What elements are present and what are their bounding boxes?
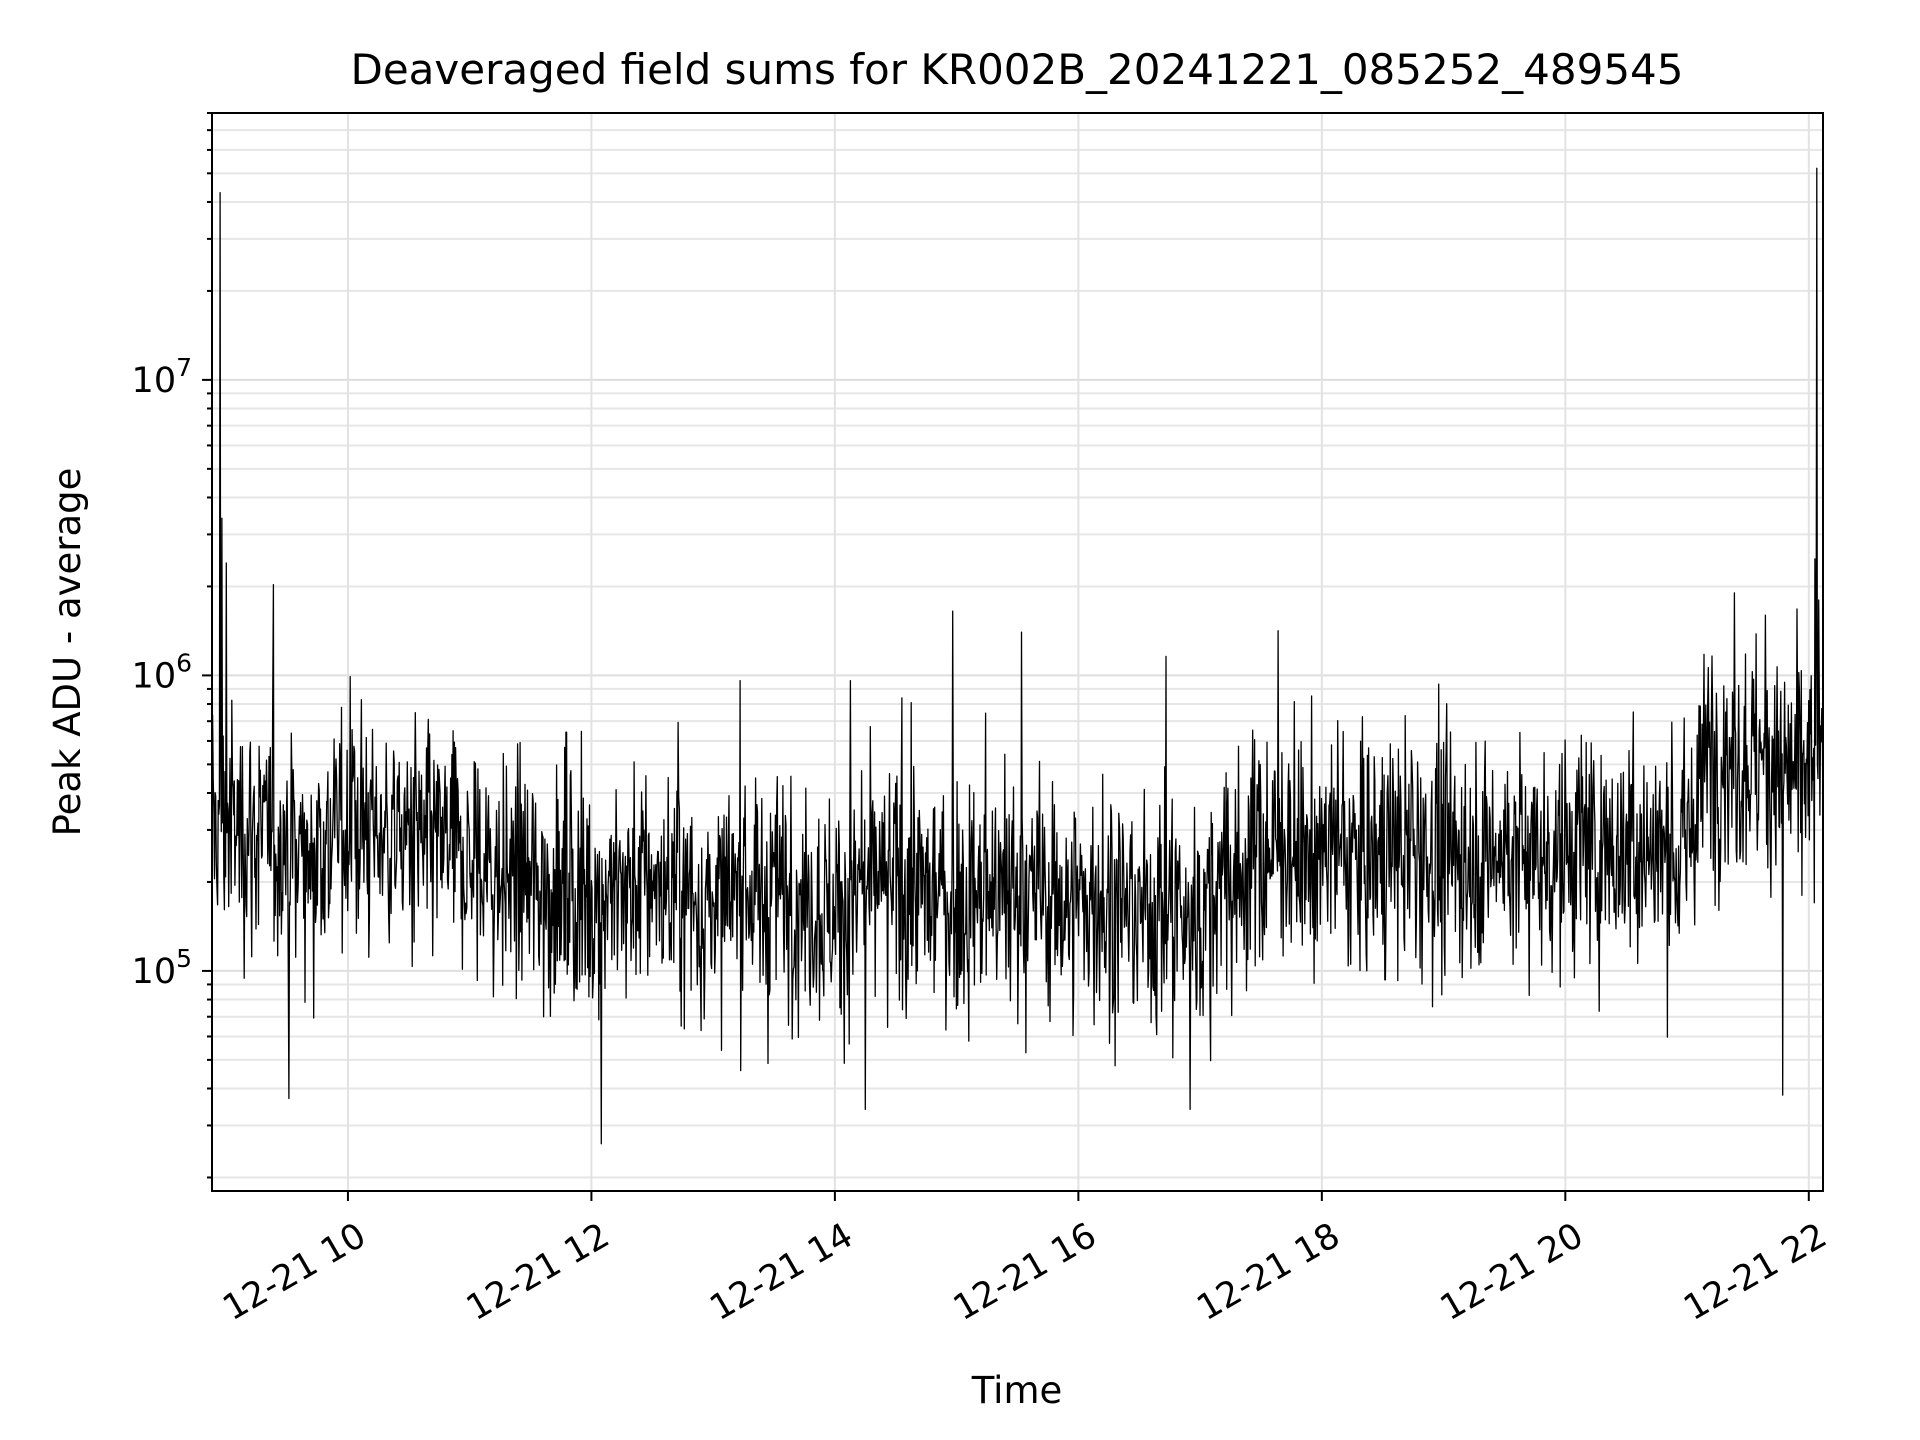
y-tick-label: 107 — [132, 353, 192, 401]
y-tick-label: 105 — [132, 944, 192, 992]
plot-frame — [211, 112, 1824, 1192]
series-layer — [212, 167, 1823, 1145]
grid — [212, 112, 1823, 1191]
chart-title: Deaveraged field sums for KR002B_2024122… — [351, 45, 1684, 94]
x-axis-label: Time — [971, 1369, 1063, 1412]
y-tick-label: 106 — [132, 648, 192, 696]
y-axis-label: Peak ADU - average — [46, 468, 89, 837]
series-line — [212, 167, 1823, 1145]
